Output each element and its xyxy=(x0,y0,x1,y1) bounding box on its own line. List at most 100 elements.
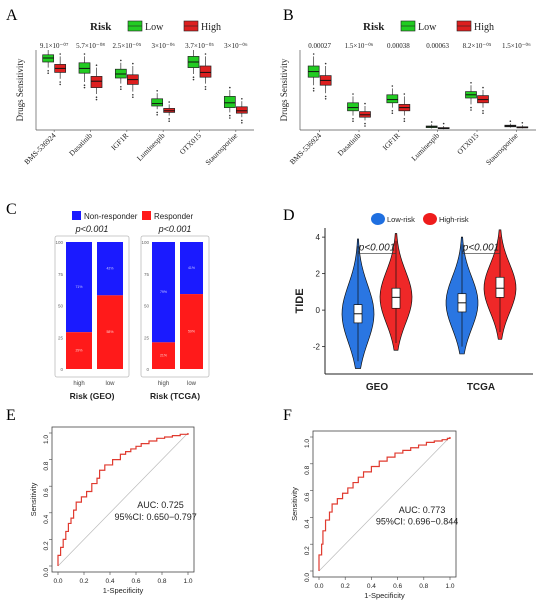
panel-b-outlier xyxy=(391,112,394,114)
panel-a-outlier xyxy=(59,81,61,83)
panel-b-outlier xyxy=(391,85,394,87)
panel-d-category-label: TCGA xyxy=(467,382,495,393)
panel-c-ytick: 50 xyxy=(58,304,64,309)
panel-a-outlier xyxy=(229,117,231,119)
panel-a-pvalue: 5.7×10⁻⁰⁸ xyxy=(76,42,105,50)
panel-d-category-label: GEO xyxy=(366,382,388,393)
panel-b-outlier xyxy=(324,98,327,100)
panel-a-outlier xyxy=(168,120,170,122)
panel-f-diagonal xyxy=(318,436,451,572)
panel-b-outlier xyxy=(312,53,315,55)
panel-c-bar-nonresponder xyxy=(66,242,92,333)
panel-a-box-high xyxy=(235,106,248,114)
panel-b-pvalue: 8.2×10⁻⁰⁵ xyxy=(463,42,492,50)
panel-a-outlier xyxy=(241,119,243,122)
panel-b-category-label: BMS-536924 xyxy=(288,131,323,166)
panel-f-ytick-label: 0.6 xyxy=(304,492,311,501)
panel-d-ytick-label: -2 xyxy=(313,343,321,352)
panel-f-ytick-label: 0.8 xyxy=(304,465,311,474)
panel-b-outlier xyxy=(403,120,406,122)
panel-f-xtick-label: 0.4 xyxy=(367,583,376,590)
panel-a-outlier xyxy=(83,86,86,89)
panel-e-ci-text: 95%CI: 0.650−0.797 xyxy=(114,512,196,522)
panel-a-outlier xyxy=(156,114,158,116)
panel-c-bar-nonresponder xyxy=(152,242,175,343)
panel-f-xlabel: 1-Specificity xyxy=(364,591,405,600)
panel-b-outlier xyxy=(403,118,406,120)
panel-d-bracket xyxy=(461,253,501,257)
panel-c-bar-responder xyxy=(180,294,203,369)
panel-d-legend-label-high-risk: High-risk xyxy=(439,215,469,224)
panel-b-outlier xyxy=(352,93,354,95)
panel-e-plot-frame xyxy=(51,426,195,573)
panel-letter-d: D xyxy=(283,207,295,224)
panel-c-category-label: low xyxy=(187,381,197,387)
panel-b-legend-label-high: High xyxy=(474,22,494,33)
panel-b-pvalue: 1.5×10⁻⁰⁶ xyxy=(502,42,531,50)
panel-a-ylabel: Drugs Sensitivity xyxy=(15,58,25,121)
panel-f-ytick-label: 0.0 xyxy=(304,573,311,582)
panel-f-xtick-label: 0.0 xyxy=(314,583,323,590)
panel-a-box-low xyxy=(151,98,164,107)
panel-b-outlier xyxy=(352,120,354,122)
panel-b-outlier xyxy=(391,110,394,112)
panel-a-box-low xyxy=(223,96,236,108)
panel-c-bar-label: 21% xyxy=(160,354,167,358)
panel-a-category-label: BMS-536924 xyxy=(22,131,57,166)
panel-a-pvalue: 3×10⁻⁰⁶ xyxy=(224,42,248,50)
panel-b-outlier xyxy=(352,118,354,120)
panel-c-group-title: Risk (GEO) xyxy=(70,391,115,401)
panel-b-outlier xyxy=(364,102,366,105)
panel-c-bar-label: 59% xyxy=(188,330,195,334)
panel-b-outlier xyxy=(364,125,366,127)
panel-d-box xyxy=(391,287,401,309)
panel-b-box-low xyxy=(347,102,359,112)
panel-a-outlier xyxy=(168,101,170,103)
panel-a-outlier xyxy=(95,64,98,66)
panel-c-bar-label: 58% xyxy=(106,330,113,334)
panel-c-category-label: high xyxy=(73,381,84,387)
panel-e-diagonal xyxy=(57,432,189,567)
panel-letter-c: C xyxy=(6,201,17,218)
panel-d-pvalue: p<0.001 xyxy=(358,243,395,254)
panel-b-outlier xyxy=(364,122,366,125)
panel-c-pvalue: p<0.001 xyxy=(75,224,109,234)
panel-e-xtick-label: 0.6 xyxy=(131,578,140,585)
panel-c-ytick: 25 xyxy=(144,335,150,340)
panel-f-roc-curve xyxy=(318,437,451,571)
panel-b-outlier xyxy=(403,93,406,95)
panel-letter-a: A xyxy=(6,7,18,24)
panel-a-outlier xyxy=(241,98,243,100)
panel-c-bar-nonresponder xyxy=(180,242,203,295)
panel-b-outlier xyxy=(521,122,524,124)
panel-b-outlier xyxy=(324,95,327,98)
panel-c-ytick: 0 xyxy=(146,367,149,372)
panel-b-category-label: OTX015 xyxy=(455,131,480,156)
panel-c-legend-label-nonresponder: Non-responder xyxy=(84,212,138,221)
panel-c-category-label: high xyxy=(158,381,169,387)
panel-b-outlier xyxy=(470,82,472,84)
panel-c-bar-responder xyxy=(152,342,175,369)
panel-f-xtick-label: 0.2 xyxy=(341,583,350,590)
panel-e-ytick-label: 0.8 xyxy=(43,461,50,470)
panel-a-category-label: IGF1R xyxy=(109,131,130,152)
panel-a-outlier xyxy=(204,86,207,88)
panel-b-pvalue: 1.5×10⁻⁰⁶ xyxy=(345,42,374,50)
panel-c-frame xyxy=(54,235,130,378)
panel-e-ytick-label: 0.2 xyxy=(43,541,50,550)
panel-c-bar-label: 79% xyxy=(160,290,167,294)
panel-e-ytick-label: 1.0 xyxy=(43,435,50,444)
panel-a-outlier xyxy=(120,88,122,90)
panel-c-ytick: 75 xyxy=(144,272,150,277)
panel-a-outlier xyxy=(83,84,86,86)
panel-b-outlier xyxy=(470,106,472,109)
panel-b-outlier xyxy=(482,86,484,89)
panel-d-ytick-label: 0 xyxy=(316,306,321,315)
panel-a-pvalue: 9.1×10⁻⁰⁷ xyxy=(40,42,69,50)
panel-c-ytick: 100 xyxy=(55,240,63,245)
panel-b-category-label: Dasatinib xyxy=(336,131,363,158)
panel-a-box-high xyxy=(199,65,212,78)
panel-a-category-label: Luminespib xyxy=(135,131,167,163)
